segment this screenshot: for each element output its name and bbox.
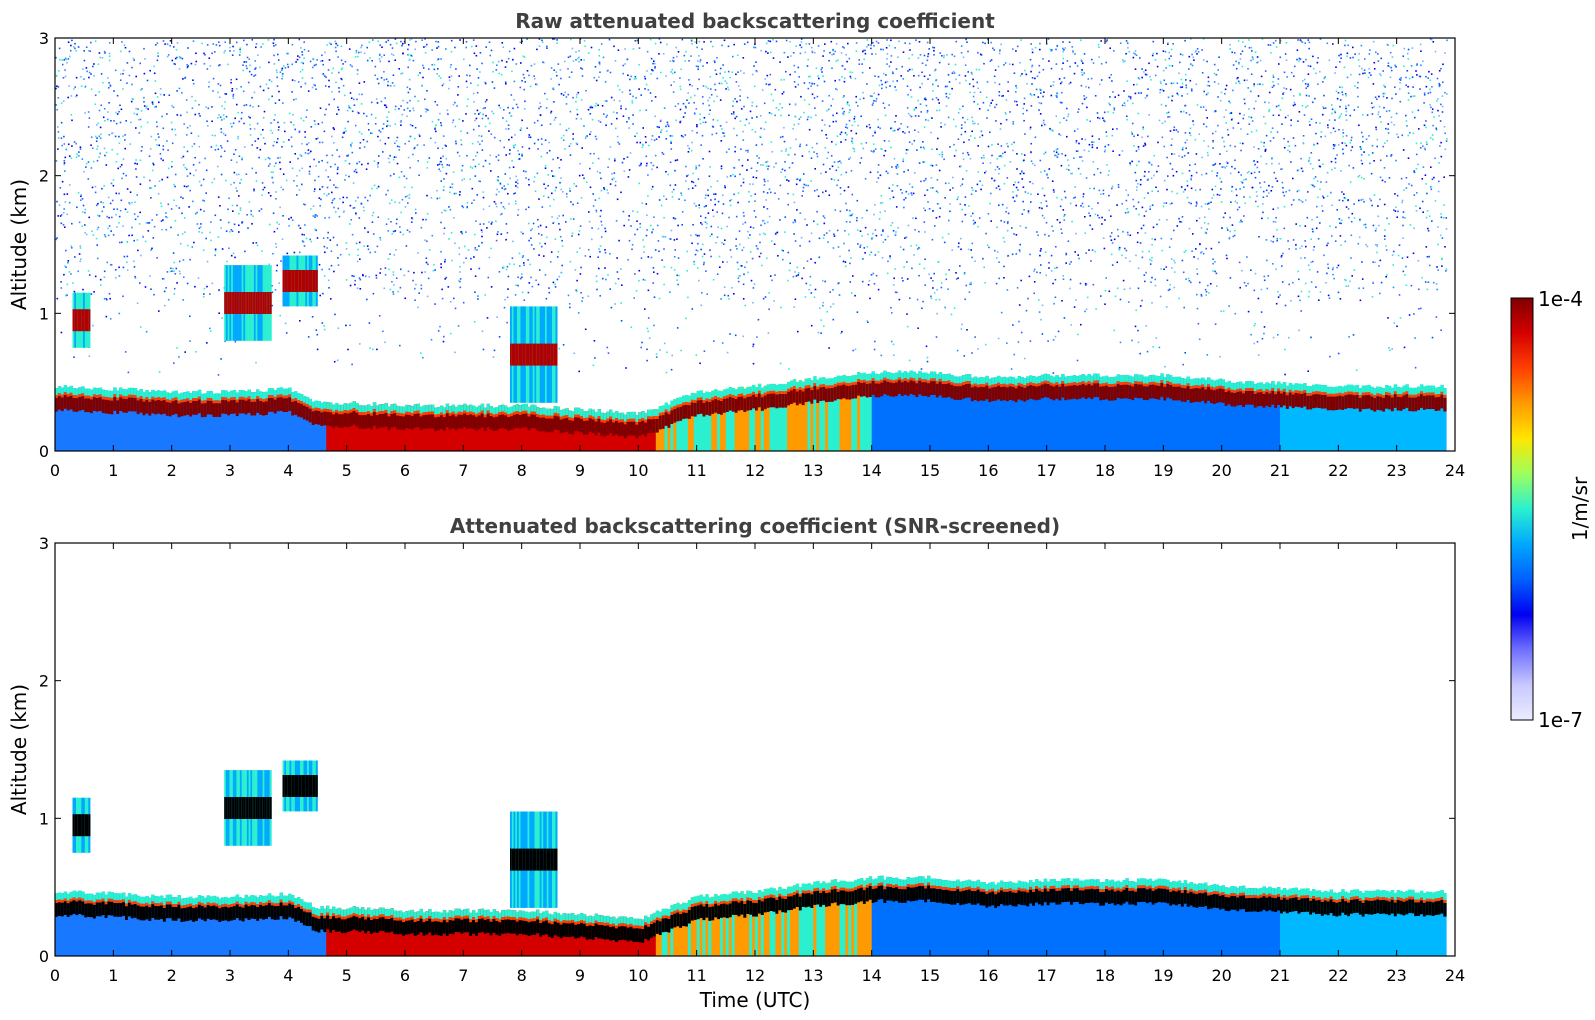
x-tick-label: 15 — [920, 966, 940, 985]
colorbar-bar — [1510, 297, 1534, 721]
x-tick-label: 21 — [1270, 461, 1290, 480]
y-axis-label: Altitude (km) — [7, 179, 31, 310]
x-axis-ticks: 0 1 2 3 4 5 6 7 8 9 10 11 12 13 14 15 16 17 18 19 20 21 22 23 24 — [50, 543, 1465, 985]
y-tick-label: 0 — [39, 442, 49, 461]
boundary-layer — [55, 875, 1447, 956]
x-tick-label: 6 — [400, 461, 410, 480]
y-tick-label: 1 — [39, 809, 49, 828]
x-tick-label: 19 — [1153, 461, 1173, 480]
panel-title: Raw attenuated backscattering coefficien… — [515, 9, 995, 33]
x-tick-label: 9 — [575, 966, 585, 985]
x-tick-label: 0 — [50, 461, 60, 480]
x-tick-label: 7 — [458, 966, 468, 985]
x-tick-label: 13 — [803, 461, 823, 480]
x-tick-label: 11 — [686, 461, 706, 480]
screened-backscatter-panel: Attenuated backscattering coefficient (S… — [7, 514, 1465, 1012]
cloud-features — [72, 760, 558, 908]
x-tick-label: 6 — [400, 966, 410, 985]
x-tick-label: 13 — [803, 966, 823, 985]
y-tick-label: 2 — [39, 672, 49, 691]
x-tick-label: 20 — [1211, 461, 1231, 480]
x-tick-label: 15 — [920, 461, 940, 480]
y-tick-label: 3 — [39, 29, 49, 48]
panel-title: Attenuated backscattering coefficient (S… — [450, 514, 1060, 538]
x-tick-label: 20 — [1211, 966, 1231, 985]
raw-backscatter-panel: Raw attenuated backscattering coefficien… — [7, 9, 1465, 480]
plot-area — [55, 760, 1447, 956]
x-tick-label: 8 — [517, 966, 527, 985]
colorbar-unit-label: 1/m/sr — [1568, 476, 1592, 541]
x-tick-label: 12 — [745, 966, 765, 985]
x-tick-label: 2 — [167, 966, 177, 985]
x-tick-label: 3 — [225, 966, 235, 985]
x-axis-label: Time (UTC) — [699, 988, 811, 1012]
x-tick-label: 17 — [1036, 966, 1056, 985]
x-tick-label: 22 — [1328, 461, 1348, 480]
x-tick-label: 10 — [628, 461, 648, 480]
x-tick-label: 14 — [861, 966, 881, 985]
x-tick-label: 1 — [108, 461, 118, 480]
x-tick-label: 2 — [167, 461, 177, 480]
x-tick-label: 9 — [575, 461, 585, 480]
x-tick-label: 8 — [517, 461, 527, 480]
x-tick-label: 18 — [1095, 966, 1115, 985]
x-tick-label: 12 — [745, 461, 765, 480]
y-tick-label: 0 — [39, 947, 49, 966]
x-tick-label: 24 — [1445, 461, 1465, 480]
x-tick-label: 7 — [458, 461, 468, 480]
x-tick-label: 16 — [978, 461, 998, 480]
x-tick-label: 21 — [1270, 966, 1290, 985]
x-tick-label: 4 — [283, 966, 293, 985]
x-tick-label: 23 — [1386, 966, 1406, 985]
x-tick-label: 16 — [978, 966, 998, 985]
x-tick-label: 24 — [1445, 966, 1465, 985]
x-tick-label: 22 — [1328, 966, 1348, 985]
colorbar: 1e-4 1e-7 1/m/sr — [1510, 287, 1592, 732]
y-axis-ticks: 0 1 2 3 — [39, 29, 1455, 461]
x-tick-label: 5 — [342, 966, 352, 985]
x-axis-ticks: 0 1 2 3 4 5 6 7 8 9 10 11 12 13 14 15 16 17 18 19 20 21 22 23 24 — [50, 38, 1465, 480]
boundary-layer — [55, 370, 1447, 451]
x-tick-label: 18 — [1095, 461, 1115, 480]
cloud-features — [72, 255, 558, 403]
y-axis-ticks: 0 1 2 3 — [39, 534, 1455, 966]
x-tick-label: 4 — [283, 461, 293, 480]
background-noise — [55, 38, 1448, 376]
x-tick-label: 5 — [342, 461, 352, 480]
x-tick-label: 23 — [1386, 461, 1406, 480]
y-tick-label: 3 — [39, 534, 49, 553]
x-tick-label: 14 — [861, 461, 881, 480]
x-tick-label: 1 — [108, 966, 118, 985]
x-tick-label: 19 — [1153, 966, 1173, 985]
x-tick-label: 10 — [628, 966, 648, 985]
y-tick-label: 2 — [39, 167, 49, 186]
y-axis-label: Altitude (km) — [7, 684, 31, 815]
y-tick-label: 1 — [39, 304, 49, 323]
x-tick-label: 11 — [686, 966, 706, 985]
x-tick-label: 17 — [1036, 461, 1056, 480]
x-tick-label: 3 — [225, 461, 235, 480]
plot-area — [55, 38, 1448, 451]
colorbar-min-label: 1e-7 — [1538, 708, 1583, 732]
colorbar-max-label: 1e-4 — [1538, 287, 1583, 311]
x-tick-label: 0 — [50, 966, 60, 985]
